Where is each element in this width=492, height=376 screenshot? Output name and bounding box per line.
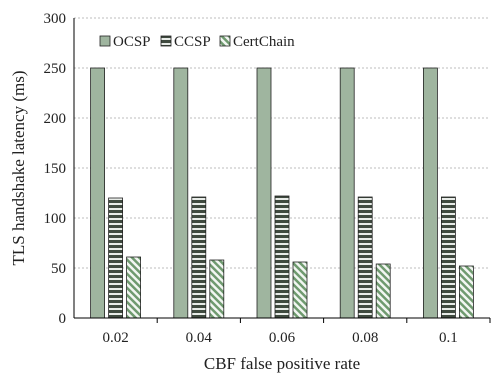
bar-ocsp-0.08: [339, 67, 355, 319]
bar-ccsp-0.1: [440, 196, 456, 319]
legend-swatch-ocsp: [99, 35, 111, 47]
legend-swatch-certchain: [219, 35, 231, 47]
y-tick-label: 50: [51, 261, 66, 277]
x-tick-label: 0.02: [102, 330, 128, 346]
bar-certchain-0.04: [209, 259, 225, 319]
y-tick-label: 250: [44, 61, 67, 77]
bar-ccsp-0.02: [108, 197, 123, 319]
bar-ccsp-0.04: [191, 196, 207, 319]
bar-ocsp-0.1: [422, 67, 438, 319]
bar-ocsp-0.04: [173, 67, 189, 319]
tick-labels: 0 50 100 150 200 250 300 0.02 0.04 0.06 0.08 0.1: [44, 11, 458, 346]
y-tick-label: 200: [44, 111, 67, 127]
legend: OCSP CCSP CertChain: [99, 34, 295, 50]
axes: [73, 18, 491, 323]
y-tick-label: 0: [59, 311, 67, 327]
legend-label-ccsp: CCSP: [174, 34, 211, 50]
y-tick-label: 100: [44, 211, 67, 227]
x-tick-label: 0.06: [269, 330, 296, 346]
x-axis-label: CBF false positive rate: [204, 354, 360, 373]
bar-ccsp-0.06: [274, 195, 290, 319]
legend-label-certchain: CertChain: [233, 34, 295, 50]
bars: [90, 67, 474, 319]
x-tick-label: 0.08: [352, 330, 378, 346]
legend-swatch-ccsp: [160, 35, 172, 47]
y-tick-label: 150: [44, 161, 67, 177]
y-axis-label: TLS handshake latency (ms): [9, 71, 28, 266]
bar-certchain-0.02: [126, 256, 141, 319]
bar-ocsp-0.06: [256, 67, 272, 319]
bar-certchain-0.1: [458, 265, 474, 319]
x-tick-label: 0.04: [186, 330, 213, 346]
bar-ocsp-0.02: [90, 67, 105, 319]
x-tick-label: 0.1: [439, 330, 458, 346]
bar-certchain-0.08: [375, 263, 391, 319]
legend-label-ocsp: OCSP: [113, 34, 151, 50]
y-tick-label: 300: [44, 11, 67, 27]
bar-ccsp-0.08: [357, 196, 373, 319]
bar-certchain-0.06: [292, 261, 308, 319]
